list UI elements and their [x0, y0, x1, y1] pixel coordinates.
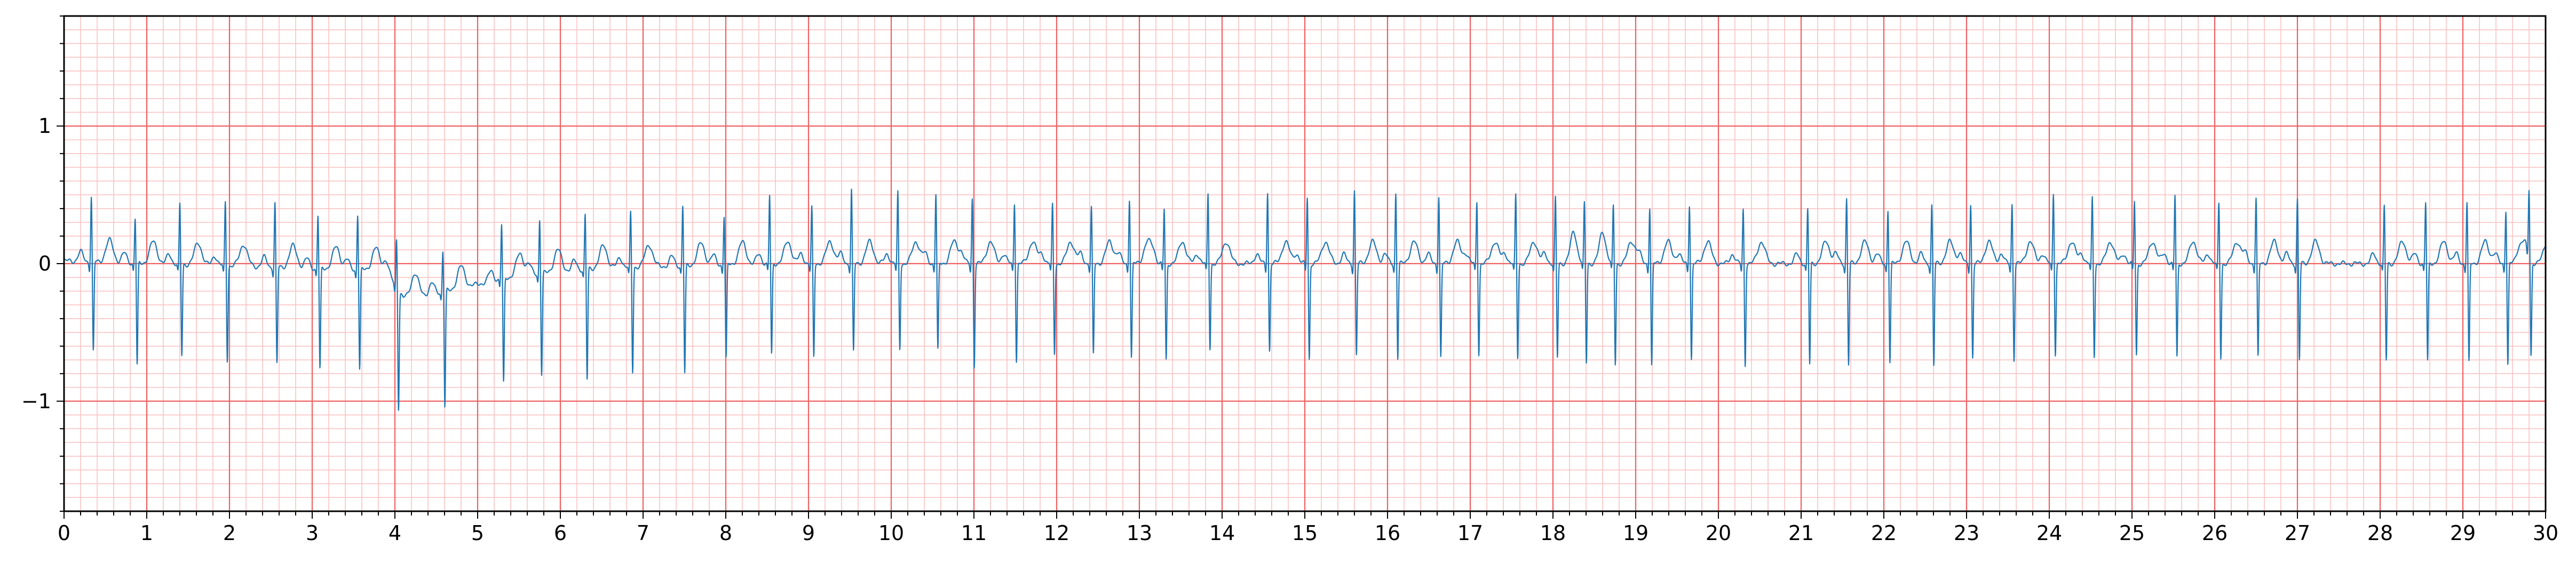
x-tick-label: 6: [554, 521, 567, 545]
x-tick-label: 9: [802, 521, 815, 545]
x-tick-label: 5: [471, 521, 484, 545]
x-tick-label: 22: [1871, 521, 1897, 545]
y-tick-label: 1: [38, 114, 51, 138]
y-tick-label: −1: [21, 390, 51, 413]
x-tick-label: 28: [2367, 521, 2393, 545]
x-tick-label: 1: [140, 521, 153, 545]
y-axis: −1 0 1: [21, 15, 64, 512]
x-tick-label: 30: [2533, 521, 2558, 545]
x-tick-label: 18: [1540, 521, 1566, 545]
x-tick-label: 11: [961, 521, 987, 545]
x-tick-label: 13: [1127, 521, 1152, 545]
x-tick-label: 7: [637, 521, 649, 545]
x-tick-label: 16: [1375, 521, 1400, 545]
x-tick-label: 26: [2202, 521, 2228, 545]
x-tick-label: 19: [1623, 521, 1648, 545]
ecg-trace-line: [64, 188, 2546, 411]
x-tick-label: 8: [719, 521, 732, 545]
x-tick-label: 3: [306, 521, 319, 545]
x-tick-label: 20: [1706, 521, 1731, 545]
x-tick-label: 12: [1044, 521, 1069, 545]
x-tick-label: 0: [58, 521, 70, 545]
x-tick-label: 15: [1292, 521, 1318, 545]
x-tick-label: 10: [878, 521, 904, 545]
y-tick-label: 0: [38, 252, 51, 275]
x-tick-label: 2: [223, 521, 236, 545]
x-axis: 0 1 2 3 4 5 6 7 8 9 10 11 12 13 14 15 16 17 18 19 20 21 22 23 24…: [58, 511, 2558, 545]
x-tick-label: 17: [1457, 521, 1483, 545]
x-tick-label: 27: [2285, 521, 2310, 545]
x-tick-label: 24: [2036, 521, 2062, 545]
x-tick-label: 14: [1209, 521, 1235, 545]
x-tick-label: 21: [1788, 521, 1814, 545]
x-tick-label: 29: [2450, 521, 2476, 545]
x-tick-label: 4: [389, 521, 401, 545]
x-tick-label: 23: [1954, 521, 1979, 545]
x-tick-label: 25: [2119, 521, 2145, 545]
